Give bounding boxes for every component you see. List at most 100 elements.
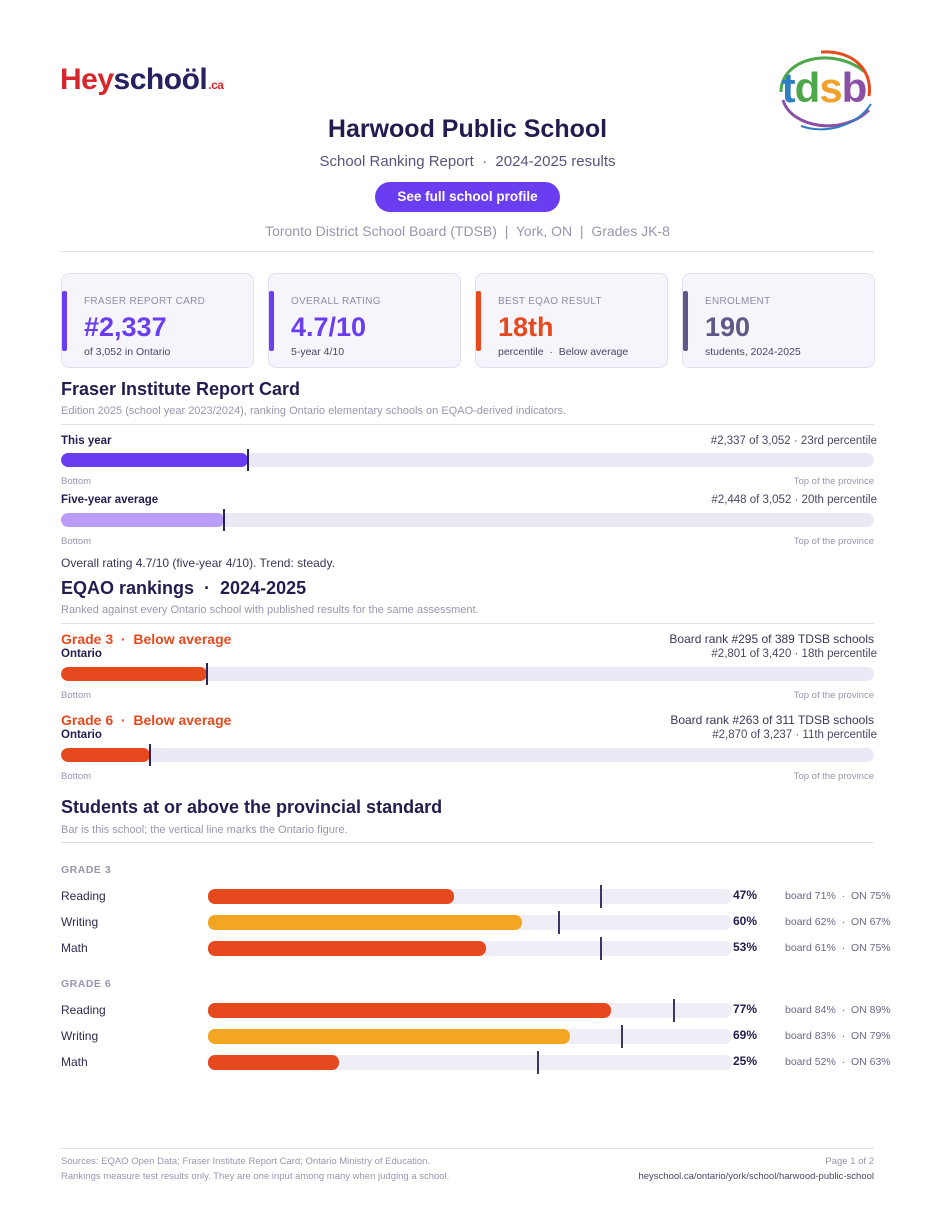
card-value: 4.7/10 xyxy=(291,312,367,342)
divider xyxy=(61,623,874,624)
axis-right-label: Top of the province xyxy=(793,476,874,487)
card-label: OVERALL RATING xyxy=(291,296,381,307)
tdsb-letter-t: t xyxy=(781,64,796,111)
fraser-note: Edition 2025 (school year 2023/2024), ra… xyxy=(61,405,567,417)
axis-right-label: Top of the province xyxy=(793,690,874,701)
school-meta: Toronto District School Board (TDSB) | Y… xyxy=(265,223,670,239)
axis-left-label: Bottom xyxy=(61,690,92,701)
ontario-marker xyxy=(620,1025,623,1048)
board-ontario-compare: board 83% · ON 79% xyxy=(785,1030,891,1042)
grade-group-label: GRADE 6 xyxy=(61,978,112,990)
grade-6-ontario-label: Ontario xyxy=(61,729,102,741)
fraser-row-value: #2,448 of 3,052 · 20th percentile xyxy=(711,494,877,506)
bar-fill xyxy=(61,748,151,762)
stat-card-best-eqao: BEST EQAO RESULT 18th percentile · Below… xyxy=(475,273,668,368)
see-full-profile-button[interactable]: See full school profile xyxy=(375,182,560,212)
subject-label: Reading xyxy=(61,1003,106,1017)
standard-bar xyxy=(208,1029,732,1044)
eqao-note: Ranked against every Ontario school with… xyxy=(61,604,479,616)
page-subtitle: School Ranking Report · 2024-2025 result… xyxy=(319,153,616,170)
stat-card-enrolment: ENROLMENT 190 students, 2024-2025 xyxy=(682,273,875,368)
fraser-row-label: This year xyxy=(61,435,112,447)
tdsb-letter-s: s xyxy=(819,64,842,111)
divider xyxy=(61,424,874,425)
footer-sources: Sources: EQAO Open Data; Fraser Institut… xyxy=(61,1154,449,1184)
grade-group-label: GRADE 3 xyxy=(61,864,112,876)
card-sub: percentile · Below average xyxy=(498,346,629,358)
tdsb-swoosh-icon xyxy=(779,50,872,131)
ontario-marker xyxy=(558,911,561,934)
grade-3-ontario-value: #2,801 of 3,420 · 18th percentile xyxy=(711,648,877,660)
fraser-summary: Overall rating 4.7/10 (five-year 4/10). … xyxy=(61,556,335,570)
standard-note: Bar is this school; the vertical line ma… xyxy=(61,824,348,836)
standard-bar xyxy=(208,941,732,956)
bar-marker xyxy=(222,509,225,531)
logo-text-hey: He xyxy=(60,63,98,96)
subject-label: Writing xyxy=(61,915,99,929)
school-fill xyxy=(208,1055,339,1070)
axis-right-label: Top of the province xyxy=(793,536,874,547)
card-label: BEST EQAO RESULT xyxy=(498,296,602,307)
subject-label: Reading xyxy=(61,889,106,903)
board-ontario-compare: board 52% · ON 63% xyxy=(785,1056,891,1068)
grade-3-heading: Grade 3 · Below average xyxy=(61,631,232,647)
tdsb-letter-d: d xyxy=(794,64,821,111)
divider xyxy=(61,1148,874,1149)
school-fill xyxy=(208,889,455,904)
school-fill xyxy=(208,1029,570,1044)
footer-right: Page 1 of 2 heyschool.ca/ontario/york/sc… xyxy=(638,1154,874,1184)
card-accent xyxy=(476,291,481,351)
bar-marker xyxy=(149,744,152,766)
bar-fill xyxy=(61,453,248,467)
tdsb-logo: tdsb xyxy=(773,48,875,132)
subject-label: Writing xyxy=(61,1029,99,1043)
logo-text-y: y xyxy=(97,63,114,96)
fraser-this-year-bar xyxy=(61,453,874,467)
grade-6-heading: Grade 6 · Below average xyxy=(61,712,232,728)
eqao-heading: EQAO rankings · 2024-2025 xyxy=(61,578,307,598)
logo-text-school: schoöl xyxy=(113,63,208,96)
grade-3-board-rank: Board rank #295 of 389 TDSB schools xyxy=(669,632,874,646)
page-number: Page 1 of 2 xyxy=(825,1156,874,1167)
card-sub: of 3,052 in Ontario xyxy=(84,346,171,358)
subject-label: Math xyxy=(61,1055,88,1069)
axis-left-label: Bottom xyxy=(61,536,92,547)
card-value: 190 xyxy=(705,312,751,342)
school-fill xyxy=(208,915,523,930)
card-accent xyxy=(269,291,274,351)
ontario-marker xyxy=(537,1051,540,1074)
card-value: #2,337 xyxy=(84,312,167,342)
grade-3-bar xyxy=(61,667,874,681)
grade-6-bar xyxy=(61,748,874,762)
standard-heading: Students at or above the provincial stan… xyxy=(61,797,443,817)
school-percent: 60% xyxy=(733,914,758,928)
school-fill xyxy=(208,1003,612,1018)
footer-sources-text: Sources: EQAO Open Data; Fraser Institut… xyxy=(61,1156,431,1167)
card-value: 18th xyxy=(498,312,554,342)
logo-text-ca: .ca xyxy=(208,78,224,92)
axis-right-label: Top of the province xyxy=(793,771,874,782)
board-ontario-compare: board 71% · ON 75% xyxy=(785,890,891,902)
bar-fill xyxy=(61,667,208,681)
subject-label: Math xyxy=(61,941,88,955)
tdsb-wordmark: tdsb xyxy=(773,62,875,114)
school-percent: 53% xyxy=(733,940,758,954)
fraser-row-value: #2,337 of 3,052 · 23rd percentile xyxy=(710,435,877,447)
stat-card-overall-rating: OVERALL RATING 4.7/10 5-year 4/10 xyxy=(268,273,461,368)
footer-url[interactable]: heyschool.ca/ontario/york/school/harwood… xyxy=(638,1171,874,1182)
school-percent: 25% xyxy=(733,1054,758,1068)
card-sub: students, 2024-2025 xyxy=(705,346,801,358)
bar-marker xyxy=(246,449,249,471)
board-ontario-compare: board 61% · ON 75% xyxy=(785,942,891,954)
school-percent: 69% xyxy=(733,1028,758,1042)
standard-bar xyxy=(208,1055,732,1070)
board-ontario-compare: board 62% · ON 67% xyxy=(785,916,891,928)
standard-bar xyxy=(208,915,732,930)
stat-card-fraser: FRASER REPORT CARD #2,337 of 3,052 in On… xyxy=(61,273,254,368)
ontario-marker xyxy=(600,885,602,908)
page-title: Harwood Public School xyxy=(327,115,608,143)
axis-left-label: Bottom xyxy=(61,771,92,782)
divider xyxy=(61,842,874,843)
divider xyxy=(61,251,874,252)
axis-left-label: Bottom xyxy=(61,476,92,487)
